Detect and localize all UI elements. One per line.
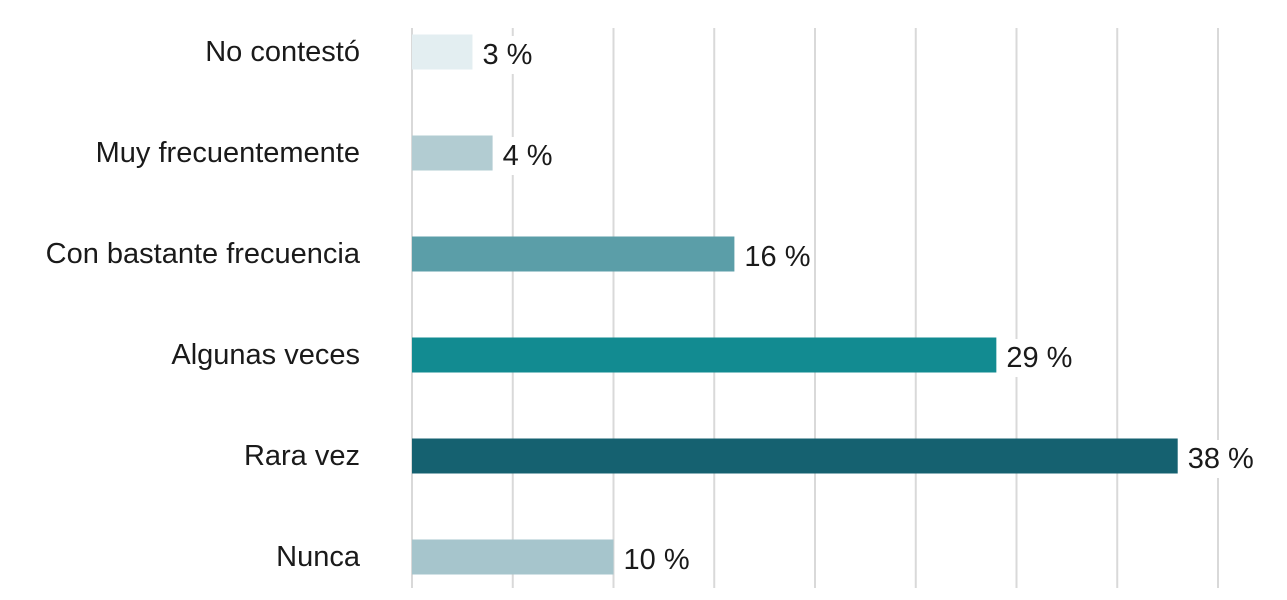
category-label-3: Con bastante frecuencia [46, 238, 361, 270]
value-label-6: 10 % [624, 544, 690, 576]
value-label-bg-1 [478, 36, 533, 74]
labels: No contestó 3 % Muy frecuentemente 4 % Con b… [46, 36, 1254, 579]
category-label-4: Algunas veces [171, 339, 360, 371]
bar-6 [412, 539, 614, 575]
category-label-5: Rara vez [244, 440, 360, 472]
value-label-bg-5 [1183, 440, 1254, 478]
gridlines [411, 28, 1219, 588]
bar-4 [412, 337, 997, 373]
bar-3 [412, 236, 735, 272]
bar-2 [412, 135, 493, 171]
value-label-1: 3 % [482, 39, 532, 71]
value-label-bg-2 [498, 137, 553, 175]
value-label-bg-4 [1002, 339, 1073, 377]
category-label-1: No contestó [205, 36, 360, 68]
bar-1 [412, 34, 473, 70]
value-label-bg-6 [619, 541, 690, 579]
value-label-4: 29 % [1006, 342, 1072, 374]
value-label-2: 4 % [503, 140, 553, 172]
value-label-3: 16 % [744, 241, 810, 273]
bars [412, 34, 1178, 575]
category-label-2: Muy frecuentemente [96, 137, 360, 169]
bar-5 [412, 438, 1178, 474]
category-label-6: Nunca [276, 541, 361, 573]
value-label-bg-3 [740, 238, 811, 276]
value-label-5: 38 % [1188, 443, 1254, 475]
